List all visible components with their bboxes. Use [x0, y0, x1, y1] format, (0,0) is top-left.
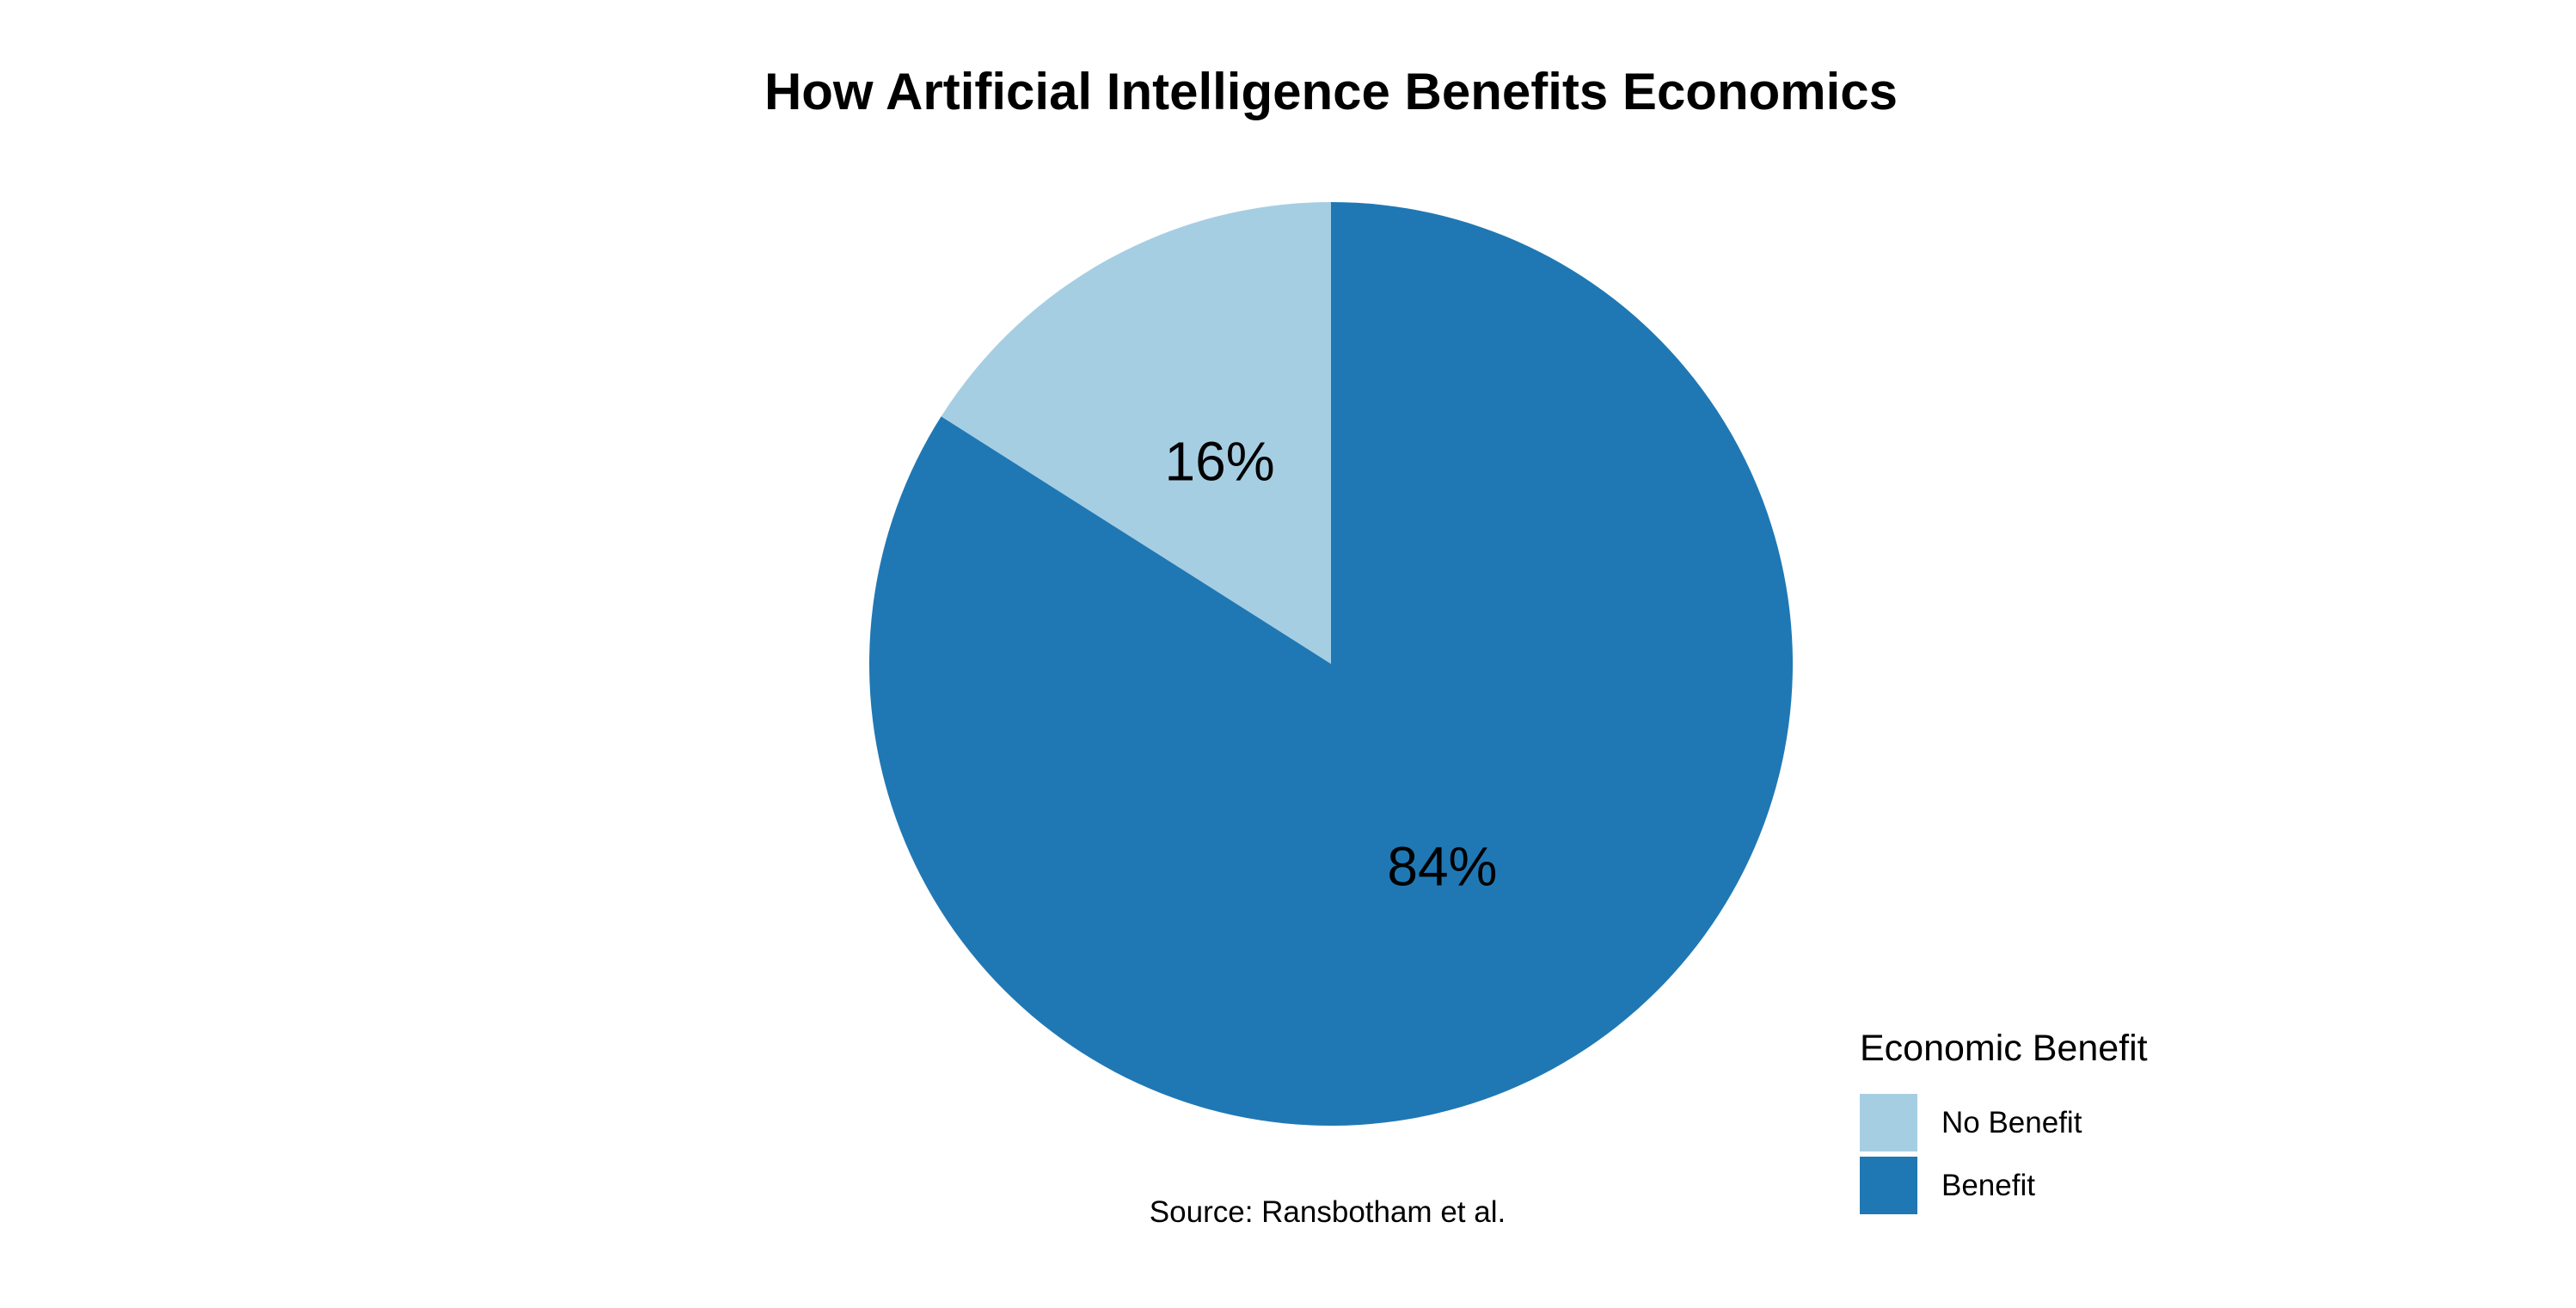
legend-items: No Benefit Benefit [1860, 1094, 2082, 1214]
legend-title: Economic Benefit [1860, 1028, 2148, 1069]
legend-key-benefit [1860, 1157, 1917, 1214]
chart-title: How Artificial Intelligence Benefits Eco… [764, 63, 1898, 120]
slice-label-no-benefit: 16% [1165, 431, 1275, 493]
pie-slices [869, 202, 1794, 1126]
legend-label-benefit: Benefit [1941, 1169, 2035, 1202]
legend-key-no-benefit [1860, 1094, 1917, 1151]
chart-caption: Source: Ransbotham et al. [1150, 1195, 1506, 1229]
pie-slice-no-benefit [941, 202, 1331, 664]
pie-slice-labels: 16% 84% [1165, 431, 1498, 898]
legend: Economic Benefit No Benefit Benefit [1860, 1028, 2148, 1214]
pie-slice-benefit [869, 202, 1794, 1126]
legend-label-no-benefit: No Benefit [1941, 1106, 2082, 1139]
slice-label-benefit: 84% [1387, 835, 1497, 897]
